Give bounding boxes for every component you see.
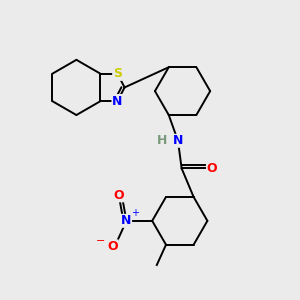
Text: H: H xyxy=(157,134,167,147)
Text: N: N xyxy=(112,95,123,108)
Text: O: O xyxy=(207,162,217,175)
Text: N: N xyxy=(173,134,183,147)
Text: N: N xyxy=(121,214,132,227)
Text: O: O xyxy=(114,189,124,202)
Text: −: − xyxy=(96,236,105,246)
Text: +: + xyxy=(131,208,139,218)
Text: S: S xyxy=(113,67,122,80)
Text: O: O xyxy=(107,240,118,253)
